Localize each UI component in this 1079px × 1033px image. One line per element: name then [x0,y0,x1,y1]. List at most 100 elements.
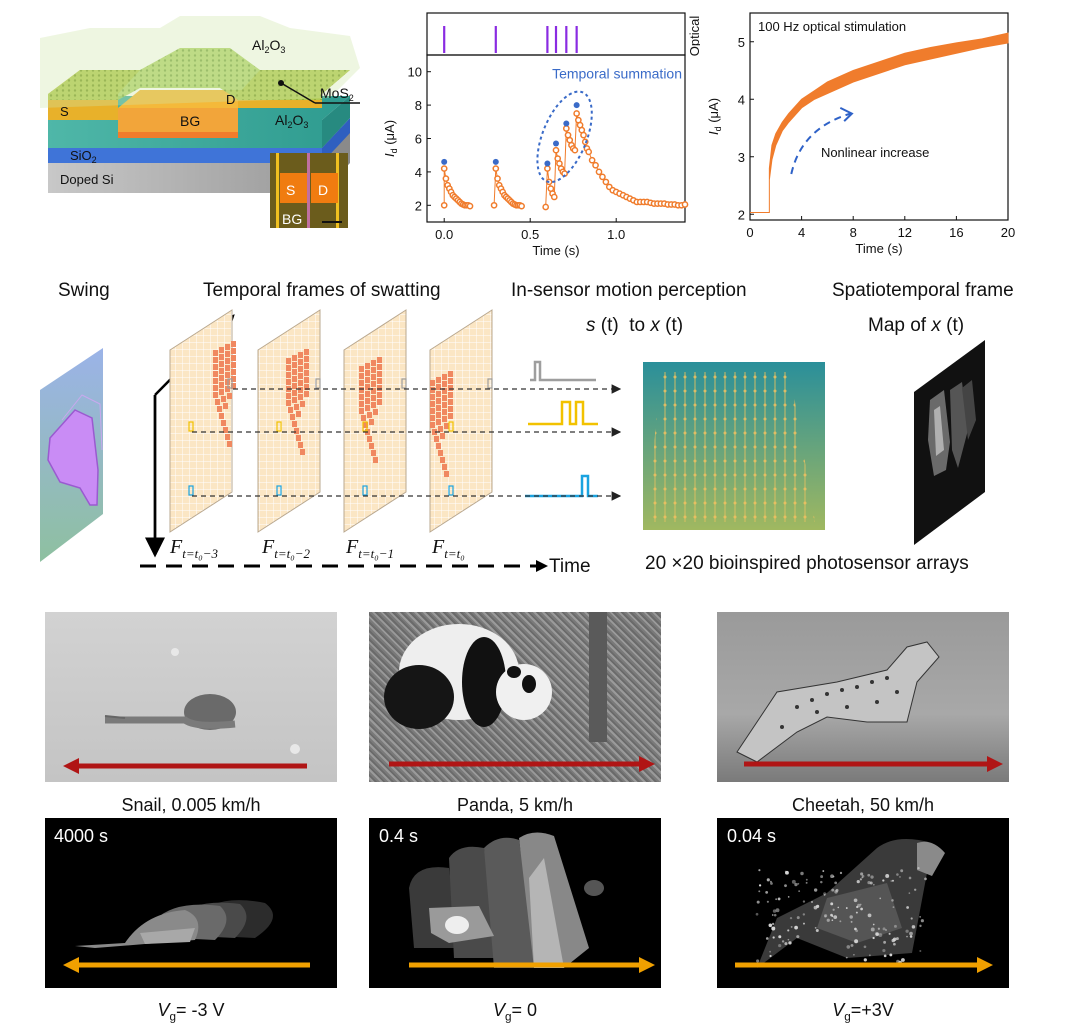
x-axis-label: Time (s) [855,241,902,256]
cheetah-map-pixel [758,890,761,893]
data-point [595,168,603,176]
cheetah-map-pixel [899,875,901,878]
swatter-pixel [225,365,230,371]
cheetah-map-pixel [785,870,789,875]
cheetah-map-pixel [823,894,826,896]
temporal-frame [169,309,236,533]
cheetah-map-pixel [832,908,835,911]
swatter-pixel [219,354,224,360]
swatter-pixel [286,393,291,399]
swatter-pixel [365,384,370,390]
swatter-pixel [213,385,218,391]
heading-temporal-frames: Temporal frames of swatting [203,280,441,301]
svg-text:BG: BG [282,211,302,227]
peak-point [573,102,580,109]
swatter-pixel [296,435,301,441]
cheetah-map-pixel [787,938,790,941]
cheetah-map-pixel [815,929,819,933]
swatter-pixel [438,426,443,432]
swatter-pixel [430,380,435,386]
swatter-pixel [373,409,378,415]
swatter-pixel [231,362,236,368]
swatter-pixel [292,362,297,368]
cheetah-map-pixel [909,935,913,938]
panda-map-arrow [639,957,655,973]
cheetah-map-pixel [772,909,777,913]
swatter-pixel [377,399,382,405]
swatter-pixel [213,364,218,370]
swatter-pixel [304,391,309,397]
swatter-pixel [377,357,382,363]
swatter-pixel [371,360,376,366]
cheetah-motion-map-svg [735,839,993,973]
cheetah-map-pixel [794,883,798,887]
vg-label-panda: Vg= 0 [492,1000,538,1024]
cheetah-map-pixel [824,914,828,918]
swatter-pixel [292,369,297,375]
cheetah-map-pixel [790,925,793,928]
swatter-pixel [304,377,309,383]
swatter-pixel [219,368,224,374]
panda-motion-map-svg [409,832,655,973]
cheetah-map-pixel [781,940,785,943]
frame-label-t0-minus-3: Ft=t₀−3 [170,536,219,561]
cheetah-map-pixel [845,907,848,909]
svg-text:S: S [286,182,295,198]
swatter-pixel [286,379,291,385]
cheetah-map-pixel [896,959,900,964]
cheetah-map-pixel [877,927,881,930]
cheetah-map-pixel [846,945,851,949]
swatter-pixel [292,397,297,403]
cheetah-map-pixel [796,935,800,939]
swatter-pixel [430,401,435,407]
swatter-pixel [377,371,382,377]
x-tick-label: 1.0 [607,227,625,242]
spatiotemporal-map [914,340,985,545]
cheetah-map-pixel [872,936,875,940]
cheetah-map-pixel [796,916,800,920]
swatter-pixel [365,391,370,397]
swatter-pixel [430,415,435,421]
data-point [588,156,596,164]
x-axis-label: Time (s) [532,243,579,258]
cheetah-map-pixel [889,953,893,957]
swatter-pixel [298,442,303,448]
swatter-pixel [300,401,305,407]
swatter-pixel [231,376,236,382]
swatter-pixel [436,377,441,383]
swatter-pixel [298,394,303,400]
swatter-pixel [365,363,370,369]
temporal-frame [429,309,493,533]
swatter-pixel [286,372,291,378]
x-tick-label: 8 [850,225,857,240]
swatter-pixel [294,404,299,410]
signal-blue [525,474,598,498]
y-tick-label: 10 [408,65,422,80]
swatter-pixel [377,385,382,391]
snail-photo-svg [63,648,307,774]
cheetah-map-pixel [896,937,899,941]
cheetah-map-pixel [777,897,781,901]
cheetah-map-pixel [769,950,772,953]
panda-caption: Panda, 5 km/h [456,795,574,815]
cheetah-map-pixel [919,916,921,918]
cheetah-map-pixel [890,879,893,882]
stimulation-band [750,32,1009,214]
panda-photo [369,612,661,782]
heading-map-of-x: Map of x (t) [868,315,965,336]
panda-photo-svg [384,612,655,772]
cheetah-map-pixel [837,906,840,909]
label-bg: BG [180,113,200,129]
cheetah-map-pixel [859,878,862,881]
cheetah-map-pixel [773,913,777,917]
heading-swing: Swing [58,280,110,301]
swatter-pixel [215,399,220,405]
cheetah-map-pixel [765,937,769,940]
swatter-pixel [231,369,236,375]
y-tick-label: 4 [415,165,422,180]
swatter-pixel [371,374,376,380]
data-point [442,175,450,182]
cheetah-map-pixel [794,925,798,930]
cheetah-map-pixel [787,929,790,932]
swatter-pixel [292,355,297,361]
